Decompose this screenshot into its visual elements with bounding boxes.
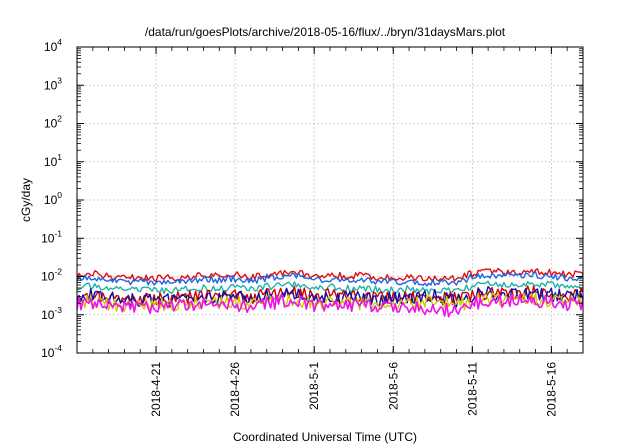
y-tick-label: 102 [44,114,62,131]
y-tick-label: 10-1 [41,228,62,245]
series-line [76,267,584,283]
x-tick-label: 2018-5-1 [307,362,321,410]
y-tick-label: 103 [44,75,62,92]
series-line [76,293,584,318]
y-tick-labels: 10-4 10-3 10-2 10-1 100 101 102 103 104 [41,37,62,360]
y-tick-label: 10-4 [41,343,62,360]
x-tick-label: 2018-4-21 [149,362,163,417]
x-tick-label: 2018-5-11 [465,362,479,416]
y-tick-label: 101 [44,152,62,169]
y-tick-label: 104 [44,37,62,54]
y-tick-label: 10-2 [41,267,62,284]
x-tick-labels: 2018-4-21 2018-4-26 2018-5-1 2018-5-6 2018-5… [149,362,558,417]
y-tick-label: 100 [44,190,62,207]
y-axis-label: cGy/day [19,178,33,222]
x-tick-label: 2018-5-16 [544,362,558,417]
series-line [76,285,584,306]
x-tick-label: 2018-5-6 [386,362,400,410]
series-line [76,271,584,287]
y-tick-label: 10-3 [41,305,62,322]
x-tick-label: 2018-4-26 [228,362,242,417]
x-axis-label: Coordinated Universal Time (UTC) [233,430,417,444]
ticks [77,46,583,354]
series-line [77,280,584,296]
series-layer [76,267,584,318]
chart-title: /data/run/goesPlots/archive/2018-05-16/f… [145,25,506,39]
